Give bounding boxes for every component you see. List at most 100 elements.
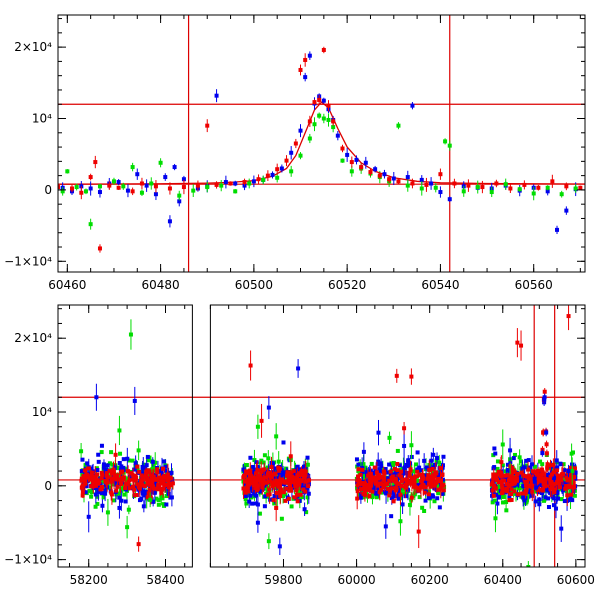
season-2-point — [401, 471, 406, 476]
season-0-point — [152, 486, 157, 491]
series-1-point — [60, 189, 65, 194]
season-3-point — [512, 489, 517, 494]
season-3-point — [540, 476, 545, 481]
season-2-point — [365, 482, 370, 487]
season-2-point — [412, 482, 417, 487]
season-1-point — [268, 497, 273, 502]
season-0-point — [156, 498, 161, 503]
season-3-point — [506, 484, 511, 489]
season-3-point — [499, 491, 504, 496]
season-3-point — [530, 487, 535, 492]
series-2-point — [536, 185, 541, 190]
series-1-point — [447, 143, 452, 148]
event-point — [544, 451, 549, 456]
season-3-point — [490, 488, 495, 493]
season-2-point — [379, 482, 384, 487]
series-2-point — [368, 170, 373, 175]
season-0-point — [130, 458, 135, 463]
season-2-point — [406, 464, 411, 469]
season-2-point — [417, 472, 422, 477]
season-2-point — [393, 486, 398, 491]
bottom-panel: −1×10⁴ 0 10⁴ 2×10⁴ 58200 58400 59800 60000 60200… — [4, 304, 595, 587]
season-1-point — [243, 497, 248, 502]
season-3-point — [503, 469, 508, 474]
series-0-point — [289, 150, 294, 155]
season-2-point — [360, 467, 365, 472]
outlier-point — [113, 452, 118, 457]
season-3-point — [513, 475, 518, 480]
season-2-point — [415, 474, 420, 479]
season-1-point — [307, 478, 312, 483]
season-1-point — [265, 465, 270, 470]
season-2-point — [441, 482, 446, 487]
series-2-point — [256, 177, 261, 182]
season-2-point — [391, 463, 396, 468]
season-0-point — [133, 461, 138, 466]
season-1-point — [290, 480, 295, 485]
season-3-point — [572, 466, 577, 471]
season-1-point — [262, 467, 267, 472]
season-0-point — [126, 507, 131, 512]
season-0-point — [145, 454, 150, 459]
season-0-point — [145, 481, 150, 486]
season-0-point — [82, 478, 87, 483]
season-0-point — [95, 472, 100, 477]
season-0-point — [95, 501, 100, 506]
season-0-point — [103, 491, 108, 496]
season-1-point — [276, 468, 281, 473]
season-3-point — [568, 495, 573, 500]
series-1-point — [158, 160, 163, 165]
season-3-point — [507, 495, 512, 500]
season-3-point — [500, 485, 505, 490]
season-2-point — [416, 488, 421, 493]
season-2-point — [429, 458, 434, 463]
season-2-point — [389, 475, 394, 480]
season-2-point — [402, 466, 407, 471]
season-3-point — [496, 469, 501, 474]
season-2-point — [415, 450, 420, 455]
season-3-point — [489, 482, 494, 487]
season-2-point — [399, 483, 404, 488]
season-3-point — [493, 486, 498, 491]
season-0-point — [96, 481, 101, 486]
outlier-point — [409, 374, 414, 379]
series-0-point — [354, 157, 359, 162]
season-2-point — [438, 478, 443, 483]
season-0-point — [115, 484, 120, 489]
season-2-point — [398, 492, 403, 497]
event-point — [549, 479, 554, 484]
season-0-point — [139, 496, 144, 501]
season-0-point — [148, 473, 153, 478]
season-1-point — [244, 463, 249, 468]
season-0-point — [111, 469, 116, 474]
series-2-point — [153, 184, 158, 189]
season-3-point — [504, 486, 509, 491]
season-3-point — [517, 455, 522, 460]
season-2-point — [420, 472, 425, 477]
season-2-point — [405, 481, 410, 486]
series-1-point — [139, 190, 144, 195]
season-3-point — [495, 466, 500, 471]
series-2-point — [298, 67, 303, 72]
season-3-point — [511, 475, 516, 480]
season-3-point — [569, 492, 574, 497]
series-2-point — [522, 182, 527, 187]
season-3-point — [560, 485, 565, 490]
season-2-point — [429, 475, 434, 480]
season-3-point — [565, 493, 570, 498]
season-1-point — [253, 501, 258, 506]
season-3-point — [519, 470, 524, 475]
season-1-point — [241, 467, 246, 472]
season-0-point — [163, 468, 168, 473]
season-2-point — [374, 495, 379, 500]
season-0-point — [144, 463, 149, 468]
series-2-point — [167, 186, 172, 191]
season-0-point — [155, 470, 160, 475]
season-1-point — [248, 480, 253, 485]
season-0-point — [121, 457, 126, 462]
season-0-point — [90, 484, 95, 489]
season-2-point — [423, 483, 428, 488]
season-2-point — [421, 484, 426, 489]
season-0-point — [133, 477, 138, 482]
season-3-point — [546, 496, 551, 501]
